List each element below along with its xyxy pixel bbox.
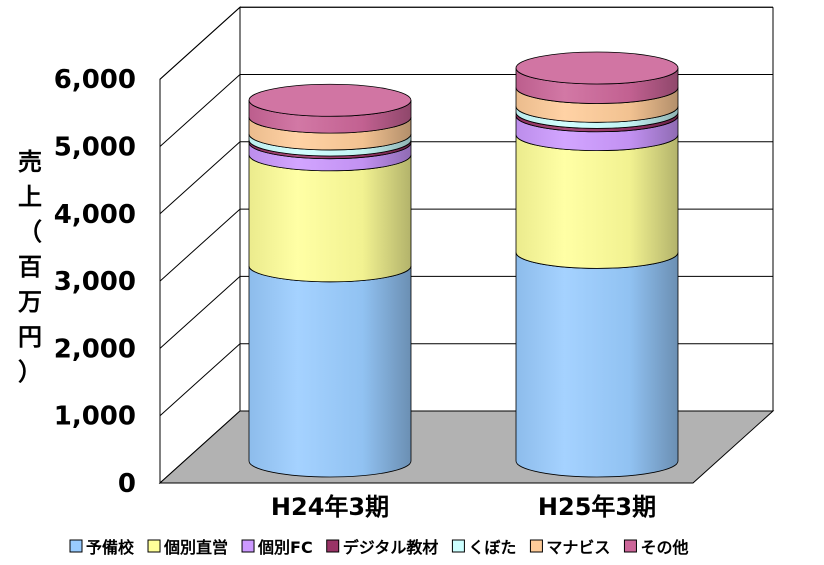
legend-swatch-5 [529,539,543,553]
bar-0-1 [248,154,412,283]
legend-label-4: くぼた [468,538,516,557]
legend-label-0: 予備校 [86,538,135,557]
legend-swatch-4 [451,539,465,553]
cylinder-top-cap-1 [515,51,679,85]
cylinder-0 [248,83,412,478]
cylinder-1 [515,51,679,478]
y-tick-label-2: 2,000 [54,334,136,364]
legend-swatch-6 [623,539,637,553]
bar-1-0 [515,252,679,478]
legend-swatch-2 [241,539,255,553]
legend-label-5: マナビス [546,538,610,557]
bar-series [248,51,679,478]
y-tick-label-4: 4,000 [54,200,136,230]
legend-swatch-3 [326,539,340,553]
x-axis-ticks: H24年3期 H25年3期 [271,493,656,521]
legend-item-2: 個別FC [241,538,313,557]
legend-item-0: 予備校 [69,538,135,557]
legend: 予備校 個別直営 個別FC デジタル教材 くぼた マナビス その他 [69,538,688,557]
x-tick-label-0: H24年3期 [271,493,389,521]
legend-label-1: 個別直営 [163,538,228,557]
x-tick-label-1: H25年3期 [538,493,656,521]
y-tick-label-0: 0 [118,469,136,499]
y-tick-label-1: 1,000 [54,402,136,432]
legend-swatch-1 [147,539,161,553]
legend-label-6: その他 [640,538,688,557]
y-tick-label-5: 5,000 [54,133,136,163]
y-axis-ticks: 0 1,000 2,000 3,000 4,000 5,000 6,000 [54,65,136,499]
cylinder-top-cap-0 [248,83,412,117]
bar-0-0 [248,265,412,478]
legend-item-6: その他 [623,538,688,557]
legend-label-3: デジタル教材 [343,538,439,557]
y-axis-label: 売上（百万円） [18,148,42,386]
gridline-6 [159,6,773,80]
legend-item-3: デジタル教材 [326,538,439,557]
legend-item-4: くぼた [451,538,516,557]
legend-swatch-0 [69,539,83,553]
y-tick-label-3: 3,000 [54,267,136,297]
y-axis-title: 売上（百万円） [18,148,42,386]
bar-1-1 [515,134,679,269]
legend-item-5: マナビス [529,538,610,557]
y-tick-label-6: 6,000 [54,65,136,95]
legend-label-2: 個別FC [257,538,313,557]
legend-item-1: 個別直営 [147,538,228,557]
